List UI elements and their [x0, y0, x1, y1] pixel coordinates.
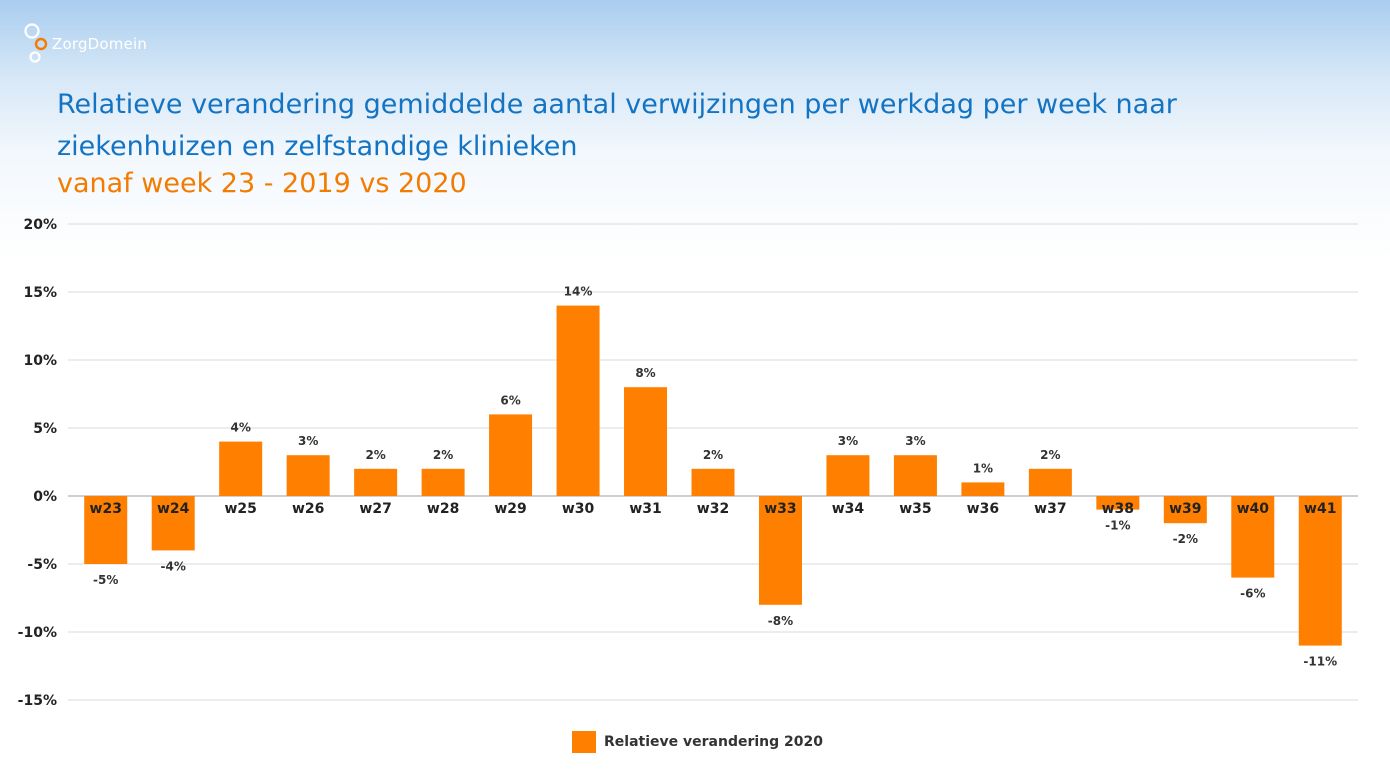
- data-label: -8%: [768, 614, 793, 628]
- data-label: 2%: [433, 448, 453, 462]
- x-tick-label: w32: [697, 501, 729, 517]
- data-label: 1%: [973, 461, 993, 475]
- data-label: 4%: [230, 421, 250, 435]
- bar: [489, 414, 533, 496]
- x-tick-label: w23: [90, 501, 122, 517]
- logo-text: ZorgDomein: [52, 35, 148, 53]
- x-tick-label: w39: [1169, 501, 1201, 517]
- header-background: [0, 0, 1390, 260]
- bar: [1231, 496, 1275, 578]
- x-tick-label: w33: [764, 501, 796, 517]
- bar: [354, 468, 398, 496]
- data-label: 14%: [564, 285, 593, 299]
- chart-legend: Relatieve verandering 2020: [572, 731, 823, 753]
- data-label: 3%: [838, 434, 858, 448]
- y-tick-label: 20%: [23, 217, 57, 233]
- bar: [1298, 496, 1342, 646]
- x-tick-label: w26: [292, 501, 324, 517]
- bar: [286, 455, 330, 496]
- data-label: 3%: [905, 434, 925, 448]
- data-label: -5%: [93, 573, 118, 587]
- zorgdomein-bubbles-icon: [24, 23, 48, 63]
- x-tick-label: w30: [562, 501, 595, 517]
- data-label: -11%: [1303, 655, 1337, 669]
- data-label: 2%: [365, 448, 385, 462]
- bar: [1163, 496, 1207, 524]
- data-label: 8%: [635, 366, 655, 380]
- data-label: 6%: [500, 393, 520, 407]
- data-label: -2%: [1173, 532, 1198, 546]
- x-tick-label: w31: [629, 501, 661, 517]
- y-tick-label: 5%: [33, 421, 57, 437]
- x-tick-label: w38: [1102, 501, 1134, 517]
- bar: [691, 468, 735, 496]
- bar: [826, 455, 870, 496]
- legend-label: Relatieve verandering 2020: [604, 734, 823, 750]
- x-tick-label: w36: [967, 501, 999, 517]
- legend-swatch: [572, 731, 596, 753]
- y-tick-label: 15%: [23, 285, 57, 301]
- data-label: 2%: [1040, 448, 1060, 462]
- bar: [1096, 496, 1140, 510]
- x-tick-label: w40: [1237, 501, 1270, 517]
- bar: [758, 496, 802, 605]
- bar: [151, 496, 195, 551]
- chart-title: Relatieve verandering gemiddelde aantal …: [57, 89, 1177, 162]
- x-tick-label: w35: [899, 501, 931, 517]
- data-label: -1%: [1105, 519, 1130, 533]
- bar: [219, 441, 263, 496]
- x-tick-label: w28: [427, 501, 459, 517]
- bar: [421, 468, 465, 496]
- x-tick-label: w41: [1304, 501, 1336, 517]
- y-tick-label: -15%: [18, 693, 57, 709]
- x-tick-label: w25: [224, 501, 256, 517]
- data-label: -4%: [161, 559, 186, 573]
- x-tick-label: w24: [157, 501, 190, 517]
- zorgdomein-logo: ZorgDomein: [22, 22, 147, 66]
- data-label: 3%: [298, 434, 318, 448]
- x-tick-label: w34: [832, 501, 865, 517]
- bar: [84, 496, 128, 564]
- bar: [893, 455, 937, 496]
- y-tick-label: -10%: [18, 625, 57, 641]
- data-label: -6%: [1240, 587, 1265, 601]
- bar: [1028, 468, 1072, 496]
- data-label: 2%: [703, 448, 723, 462]
- bar: [961, 482, 1005, 496]
- chart-subtitle: vanaf week 23 - 2019 vs 2020: [57, 168, 467, 199]
- x-tick-label: w27: [359, 501, 391, 517]
- bar: [624, 387, 668, 496]
- y-tick-label: -5%: [27, 557, 57, 573]
- y-tick-label: 10%: [23, 353, 57, 369]
- bar: [556, 305, 600, 496]
- x-tick-label: w37: [1034, 501, 1066, 517]
- x-tick-label: w29: [494, 501, 526, 517]
- y-tick-label: 0%: [33, 489, 57, 505]
